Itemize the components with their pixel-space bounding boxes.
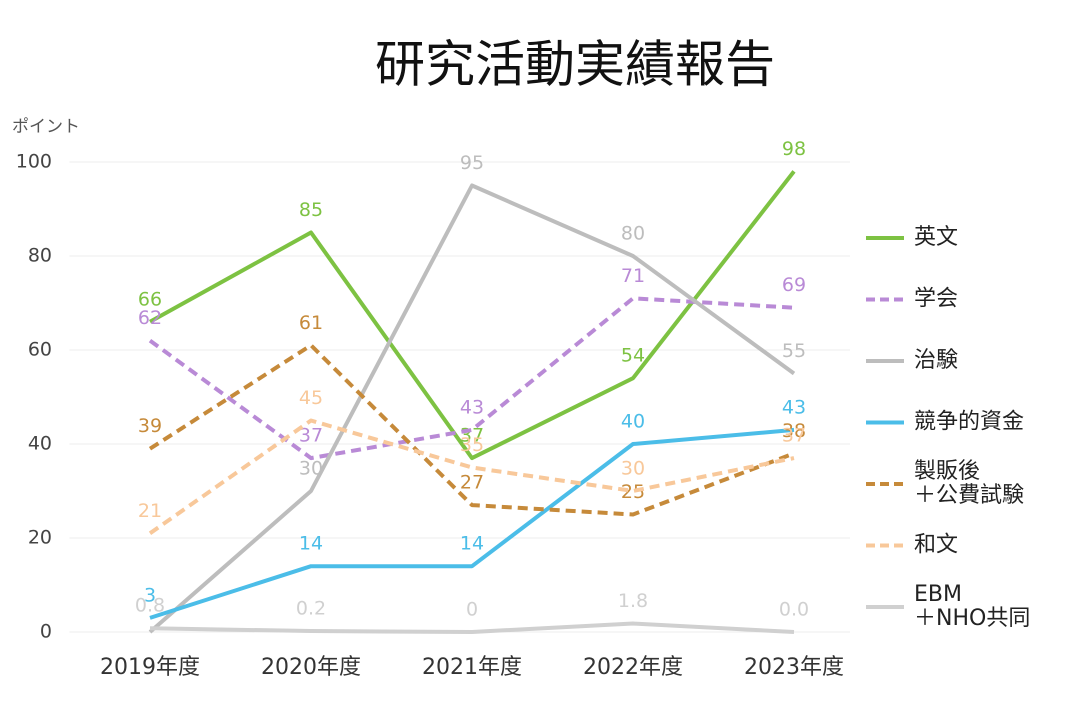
data-label: 55 xyxy=(782,340,806,362)
legend-label: 競争的資金 xyxy=(914,410,1024,435)
y-tick-label: 40 xyxy=(28,433,52,455)
data-label: 37 xyxy=(782,425,806,447)
data-label: 66 xyxy=(138,288,162,310)
series-line xyxy=(148,418,795,535)
data-label: 38 xyxy=(782,420,806,442)
data-label: 39 xyxy=(138,415,162,437)
data-label: 21 xyxy=(138,500,162,522)
y-tick-label: 80 xyxy=(28,245,52,267)
data-label: 0.2 xyxy=(296,598,326,620)
x-tick-label: 2019年度 xyxy=(100,655,200,680)
data-label: 27 xyxy=(460,472,484,494)
legend-label: 和文 xyxy=(914,533,958,558)
x-tick-label: 2023年度 xyxy=(744,655,844,680)
data-label: 30 xyxy=(299,458,323,480)
chart-title: 研究活動実績報告 xyxy=(375,36,775,94)
legend-label: 学会 xyxy=(914,287,958,312)
data-label: 43 xyxy=(460,396,484,418)
data-label: 14 xyxy=(299,533,323,555)
series-line xyxy=(149,621,795,634)
data-label: 61 xyxy=(299,312,323,334)
y-tick-label: 100 xyxy=(16,151,52,173)
series-line xyxy=(149,427,795,620)
data-label: 54 xyxy=(621,345,645,367)
data-label: 0.8 xyxy=(135,595,165,617)
data-label: 43 xyxy=(782,396,806,418)
data-label: 62 xyxy=(138,307,162,329)
data-label: 69 xyxy=(782,274,806,296)
legend-label: 治験 xyxy=(914,348,958,373)
data-label: 98 xyxy=(782,138,806,160)
series-line xyxy=(148,183,796,634)
data-label: 95 xyxy=(460,152,484,174)
data-label: 45 xyxy=(299,387,323,409)
data-label: 3 xyxy=(144,584,156,606)
data-label: 0 xyxy=(466,599,478,621)
series-line xyxy=(149,170,796,461)
series-line xyxy=(148,343,795,517)
x-tick-label: 2022年度 xyxy=(583,655,683,680)
data-label: 30 xyxy=(621,458,645,480)
legend-label: 製販後＋公費試験 xyxy=(914,459,1024,508)
data-label: 71 xyxy=(621,265,645,287)
data-label: 40 xyxy=(621,411,645,433)
data-label: 1.8 xyxy=(618,590,648,612)
data-label: 14 xyxy=(460,533,484,555)
legend-label: EBM ＋NHO共同 xyxy=(914,582,1030,631)
y-tick-label: 20 xyxy=(28,527,52,549)
data-label: 35 xyxy=(460,434,484,456)
data-label: 80 xyxy=(621,223,645,245)
data-label: 85 xyxy=(299,199,323,221)
y-tick-label: 0 xyxy=(40,621,52,643)
x-tick-label: 2021年度 xyxy=(422,655,522,680)
y-axis-label: ポイント xyxy=(12,117,80,137)
series-line xyxy=(148,296,795,461)
data-label: 25 xyxy=(621,481,645,503)
data-label: 37 xyxy=(299,425,323,447)
x-tick-label: 2020年度 xyxy=(261,655,361,680)
data-label: 0.0 xyxy=(779,599,809,621)
legend-label: 英文 xyxy=(914,225,958,250)
y-tick-label: 60 xyxy=(28,339,52,361)
